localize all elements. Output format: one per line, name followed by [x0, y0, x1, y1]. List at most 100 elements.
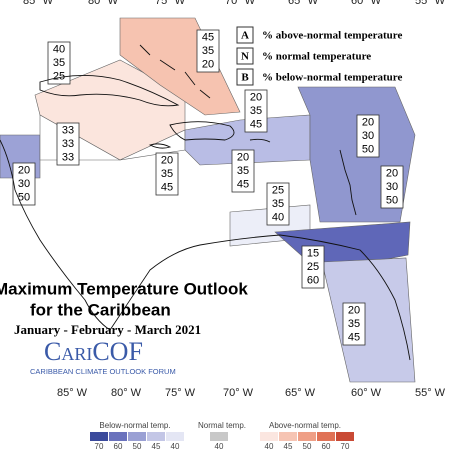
colorbar: Below-normal temp. 70 60 50 45 40 Normal temp.… — [90, 421, 354, 450]
colorbar-tick: 45 — [284, 442, 293, 450]
probability: 20 — [362, 116, 374, 128]
colorbar-swatch — [90, 432, 108, 441]
longitude-labels: 85° W 85° W 80° W 80° W 75° W 75° W 70° W 70° W… — [23, 0, 446, 399]
colorbar-tick: 50 — [303, 442, 312, 450]
colorbar-tick: 45 — [152, 442, 161, 450]
probability: 25 — [272, 184, 284, 196]
longitude-label: 65° W — [285, 387, 316, 399]
legend-text: % above-normal temperature — [262, 30, 402, 42]
probability: 40 — [272, 211, 284, 223]
regions: 4035254535202030503333332035452035452035… — [0, 17, 416, 383]
region-area — [119, 17, 241, 116]
probability: 50 — [362, 143, 374, 155]
value-box — [196, 29, 220, 73]
value-box — [266, 182, 290, 226]
probability: 30 — [362, 130, 374, 142]
value-box — [380, 165, 404, 209]
colorbar-tick: 60 — [114, 442, 123, 450]
logo-caption: CARIBBEAN CLIMATE OUTLOOK FORUM — [30, 367, 176, 376]
probability: 20 — [202, 58, 214, 70]
value-box — [56, 122, 80, 166]
longitude-label: 55° W — [415, 0, 446, 7]
probability: 20 — [161, 154, 173, 166]
colorbar-swatch — [147, 432, 165, 441]
region-area — [321, 257, 416, 383]
coastlines — [0, 44, 411, 361]
longitude-label: 80° W — [111, 387, 142, 399]
colorbar-tick: 70 — [341, 442, 350, 450]
probability: 50 — [386, 194, 398, 206]
probability: 33 — [62, 151, 74, 163]
probability: 20 — [237, 151, 249, 163]
probability: 35 — [250, 105, 262, 117]
longitude-label: 75° W — [155, 0, 186, 7]
colorbar-label: Above-normal temp. — [269, 421, 341, 430]
colorbar-label: Normal temp. — [198, 421, 246, 430]
colorbar-label: Below-normal temp. — [99, 421, 170, 430]
probability: 45 — [250, 118, 262, 130]
probability: 60 — [307, 274, 319, 286]
colorbar-tick: 50 — [133, 442, 142, 450]
probability: 45 — [161, 181, 173, 193]
longitude-label: 80° W — [88, 0, 119, 7]
legend: A % above-normal temperature N % normal tem… — [236, 26, 402, 86]
legend-text: % below-normal temperature — [262, 72, 402, 84]
probability: 20 — [348, 304, 360, 316]
colorbar-tick: 40 — [171, 442, 180, 450]
period: January - February - March 2021 — [14, 322, 201, 337]
subtitle: for the Caribbean — [30, 300, 171, 319]
colorbar-swatch — [336, 432, 354, 441]
legend-key: A — [241, 30, 249, 42]
legend-text: % normal temperature — [262, 51, 371, 63]
colorbar-tick: 40 — [265, 442, 274, 450]
value-box — [244, 89, 268, 133]
legend-key-box — [236, 68, 254, 86]
probability: 33 — [62, 138, 74, 150]
value-box — [231, 149, 255, 193]
longitude-label: 75° W — [165, 387, 196, 399]
probability: 35 — [202, 45, 214, 57]
value-box — [301, 245, 325, 289]
probability: 45 — [237, 178, 249, 190]
longitude-label: 60° W — [351, 387, 382, 399]
longitude-label: 70° W — [223, 387, 254, 399]
probability: 40 — [53, 43, 65, 55]
probability: 35 — [53, 57, 65, 69]
colorbar-swatch — [109, 432, 127, 441]
longitude-label: 85° W — [57, 387, 88, 399]
colorbar-swatch — [298, 432, 316, 441]
probability: 35 — [272, 198, 284, 210]
probability: 35 — [237, 165, 249, 177]
legend-key: B — [241, 72, 249, 84]
probability: 35 — [161, 168, 173, 180]
colorbar-swatch — [317, 432, 335, 441]
probability: 45 — [348, 331, 360, 343]
logo: CariCOF — [44, 337, 143, 366]
longitude-label: 65° W — [288, 0, 319, 7]
probability: 50 — [18, 191, 30, 203]
colorbar-swatch — [260, 432, 278, 441]
title-block: Maximum Temperature Outlook for the Cari… — [0, 279, 248, 376]
colorbar-tick: 40 — [215, 442, 224, 450]
longitude-label: 60° W — [351, 0, 382, 7]
probability: 35 — [348, 318, 360, 330]
probability: 20 — [386, 167, 398, 179]
colorbar-swatch — [166, 432, 184, 441]
value-box — [12, 162, 36, 206]
value-box — [342, 302, 366, 346]
longitude-label: 55° W — [415, 387, 446, 399]
probability: 25 — [307, 261, 319, 273]
colorbar-tick: 70 — [95, 442, 104, 450]
probability: 33 — [62, 124, 74, 136]
probability: 15 — [307, 247, 319, 259]
value-box — [155, 152, 179, 196]
longitude-label: 70° W — [225, 0, 256, 7]
probability: 30 — [18, 178, 30, 190]
title: Maximum Temperature Outlook — [0, 279, 248, 298]
colorbar-swatch — [128, 432, 146, 441]
value-box — [356, 114, 380, 158]
probability: 20 — [18, 164, 30, 176]
longitude-label: 85° W — [23, 0, 54, 7]
legend-key-box — [236, 47, 254, 65]
